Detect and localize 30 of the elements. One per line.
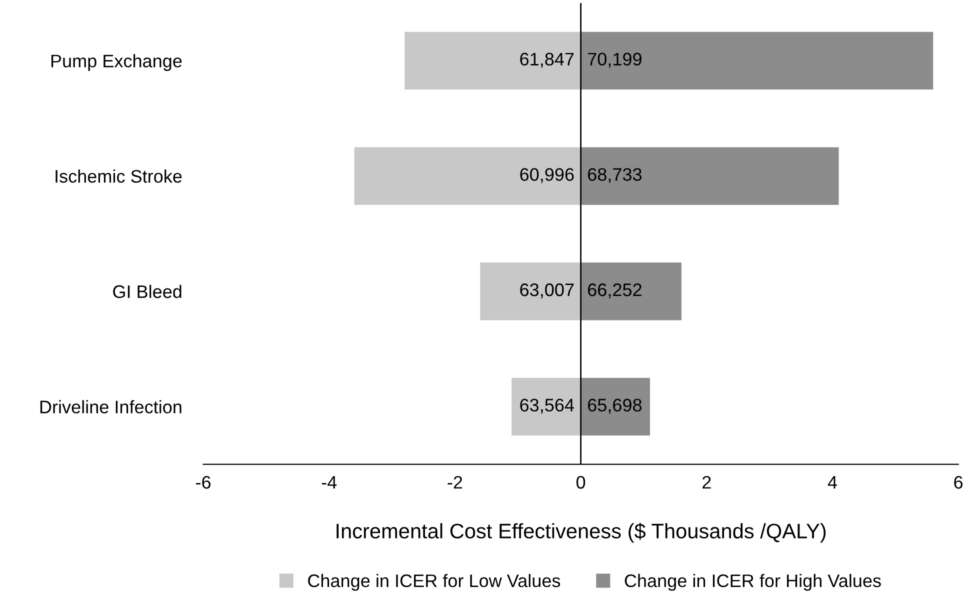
x-tick-label: 4 bbox=[828, 476, 837, 489]
annotation: 70,199 bbox=[588, 52, 642, 68]
x-tick-label: -4 bbox=[322, 476, 337, 489]
bar bbox=[580, 262, 682, 320]
annotation: 63,007 bbox=[520, 283, 574, 298]
x-tick-label: 6 bbox=[954, 476, 963, 489]
bar bbox=[580, 147, 839, 205]
annotation: 60,996 bbox=[520, 168, 574, 184]
y-tick-label: Driveline Infection bbox=[40, 400, 182, 414]
annotation: 63,564 bbox=[520, 398, 574, 414]
legend-label: Change in ICER for High Values bbox=[624, 574, 881, 591]
annotation: 68,733 bbox=[588, 168, 642, 184]
y-tick-label: GI Bleed bbox=[113, 284, 182, 298]
x-tick-label: -2 bbox=[448, 476, 462, 489]
bar bbox=[480, 262, 581, 320]
x-axis-title: Incremental Cost Effectiveness ($ Thousands /QALY) bbox=[336, 522, 826, 543]
y-tick-label: Ischemic Stroke bbox=[56, 169, 182, 183]
legend-label: Change in ICER for Low Values bbox=[308, 574, 560, 591]
x-tick-label: 2 bbox=[702, 476, 711, 489]
annotation: 61,847 bbox=[520, 52, 574, 68]
bar bbox=[512, 378, 581, 436]
bar bbox=[354, 147, 581, 205]
annotation: 66,252 bbox=[588, 283, 642, 298]
x-tick-label: 0 bbox=[576, 476, 586, 489]
bar bbox=[404, 32, 581, 90]
annotation: 65,698 bbox=[588, 398, 642, 414]
y-tick-label: Pump Exchange bbox=[51, 54, 182, 71]
bar bbox=[580, 32, 934, 90]
bar bbox=[580, 378, 650, 436]
x-tick-label: -6 bbox=[196, 476, 211, 489]
